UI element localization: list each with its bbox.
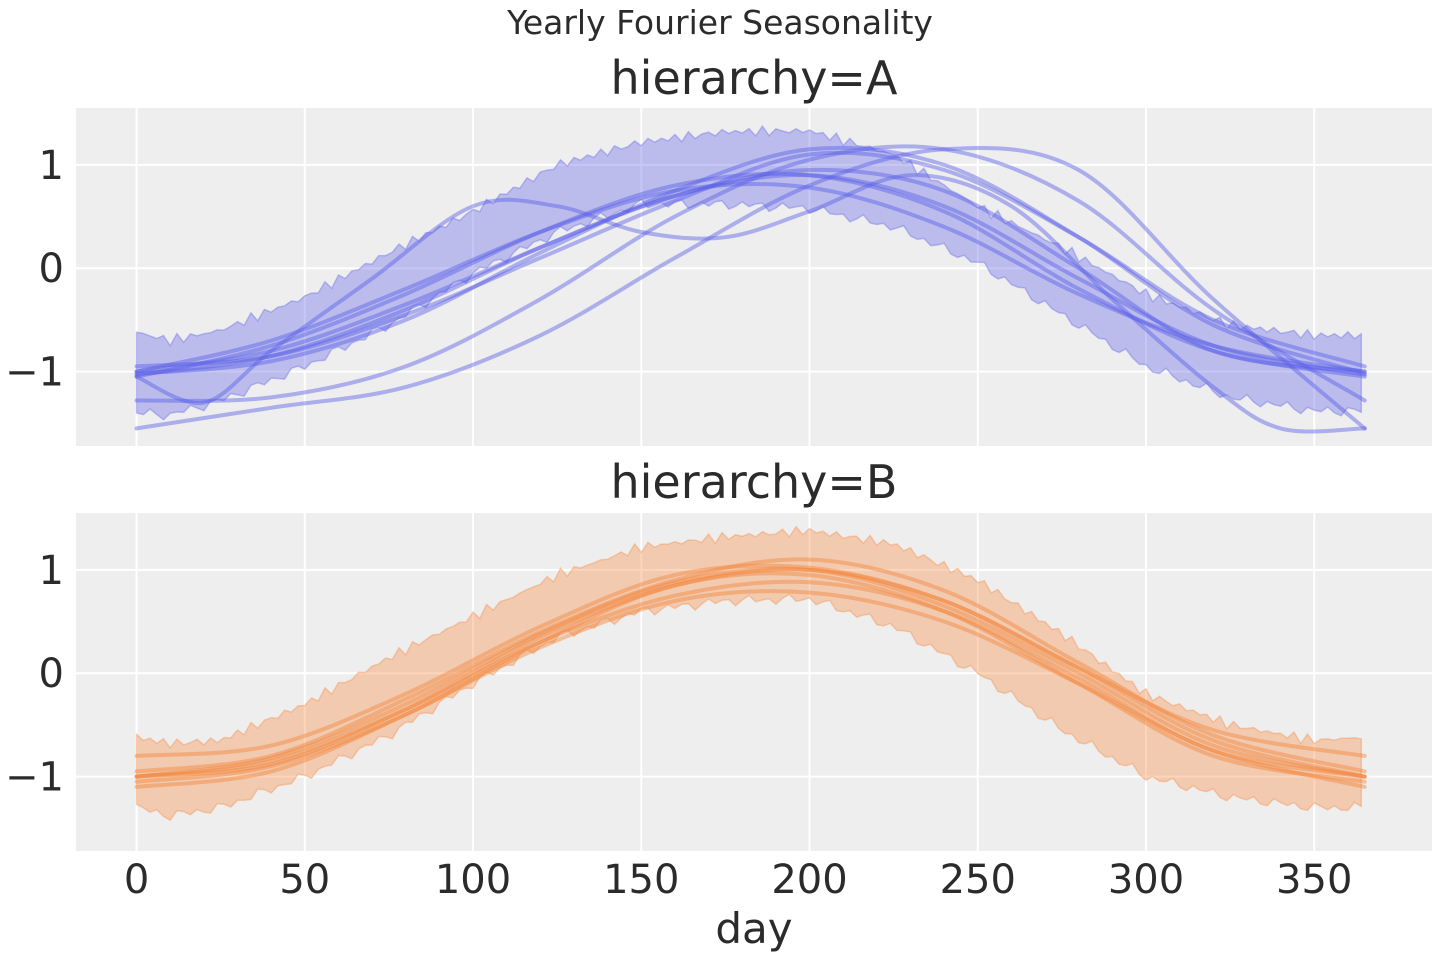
hdi-band-b bbox=[135, 525, 1363, 822]
sample-line-a-6 bbox=[134, 144, 1367, 403]
y-tick-label: −1 bbox=[5, 755, 64, 801]
series-lines-b bbox=[134, 557, 1367, 789]
sample-line-a-3 bbox=[134, 181, 1367, 374]
x-tick-label: 300 bbox=[1108, 857, 1184, 903]
y-ticks-b: −1 0 1 bbox=[5, 548, 64, 801]
x-tick-label: 200 bbox=[771, 857, 847, 903]
x-tick-label: 0 bbox=[124, 857, 149, 903]
credible-band-b bbox=[135, 525, 1363, 822]
y-tick-label: −1 bbox=[5, 350, 64, 396]
panel-hierarchy-b: 0 50 100 150 200 250 300 350 −1 0 1 hierarchy=B d… bbox=[5, 455, 1432, 953]
sample-line-a-1 bbox=[134, 173, 1367, 377]
sample-line-b-6 bbox=[134, 571, 1367, 784]
grid-b bbox=[76, 513, 1432, 851]
sample-line-b-3 bbox=[134, 563, 1367, 758]
sample-line-a-4 bbox=[134, 145, 1367, 376]
sample-line-a-8 bbox=[134, 173, 1367, 434]
credible-band-a bbox=[135, 124, 1363, 421]
x-tick-label: 350 bbox=[1276, 857, 1352, 903]
sample-line-b-2 bbox=[134, 566, 1367, 779]
sample-line-b-4 bbox=[134, 589, 1367, 789]
y-ticks-a: −1 0 1 bbox=[5, 143, 64, 396]
series-lines-a bbox=[134, 144, 1367, 434]
y-tick-label: 0 bbox=[39, 651, 64, 697]
y-tick-label: 1 bbox=[39, 143, 64, 189]
x-tick-label: 250 bbox=[940, 857, 1016, 903]
x-tick-label: 150 bbox=[603, 857, 679, 903]
sample-line-b-1 bbox=[134, 567, 1367, 779]
x-tick-label: 100 bbox=[435, 857, 511, 903]
grid-a bbox=[76, 108, 1432, 446]
sample-line-b-5 bbox=[134, 557, 1367, 774]
panel-title-b: hierarchy=B bbox=[610, 455, 897, 509]
x-ticks-b: 0 50 100 150 200 250 300 350 bbox=[124, 857, 1353, 903]
sample-line-a-5 bbox=[134, 150, 1367, 369]
panel-title-a: hierarchy=A bbox=[611, 51, 898, 105]
x-axis-label-b: day bbox=[715, 904, 792, 953]
sample-line-b-7 bbox=[134, 579, 1367, 779]
x-tick-label: 50 bbox=[279, 857, 330, 903]
sample-line-a-9 bbox=[134, 167, 1367, 374]
y-tick-label: 0 bbox=[39, 246, 64, 292]
sample-line-a-2 bbox=[134, 171, 1367, 379]
y-tick-label: 1 bbox=[39, 548, 64, 594]
hdi-band-a bbox=[135, 124, 1363, 421]
sample-line-a-7 bbox=[134, 145, 1367, 431]
panel-hierarchy-a: −1 0 1 hierarchy=A bbox=[5, 51, 1432, 446]
figure-title: Yearly Fourier Seasonality bbox=[506, 3, 933, 42]
